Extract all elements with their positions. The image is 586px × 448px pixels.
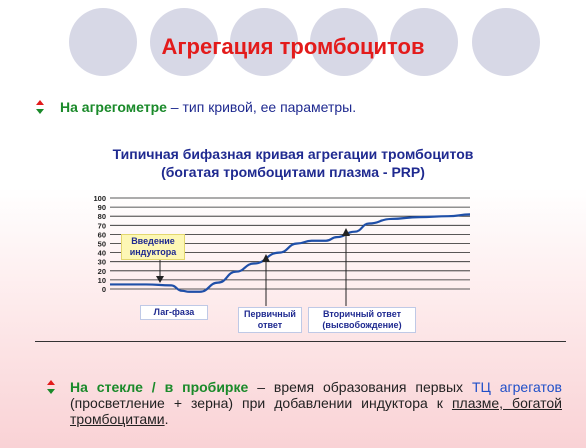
aggregation-curve [109,213,471,293]
chart-title: Типичная бифазная кривая агрегации тромб… [0,145,586,181]
decor-circle-2 [150,8,218,76]
in-vitro-part1: – время образования первых [248,379,472,395]
separator-line [35,341,566,342]
chart-title-line1: Типичная бифазная кривая агрегации тромб… [112,146,474,162]
y-tick-80: 80 [98,212,106,221]
decor-circle-5 [390,8,458,76]
agregometer-rest: тип кривой, ее параметры. [182,99,357,115]
in-vitro-paragraph: На стекле / в пробирке – время образован… [70,379,562,427]
annotation-arrows [156,228,350,306]
inductor-arrowhead [156,276,164,283]
decor-circle-4 [310,8,378,76]
y-tick-100: 100 [93,194,106,203]
in-vitro-part2: (просветление + зерна) при добавлении ин… [70,395,452,411]
y-tick-30: 30 [98,258,106,267]
decor-circle-6 [472,8,540,76]
y-tick-20: 20 [98,267,106,276]
secondary-response-label: Вторичный ответ (высвобождение) [308,307,416,333]
y-tick-70: 70 [98,221,106,230]
bullet-arrows-icon [36,100,44,114]
decor-circle-3 [230,8,298,76]
bullet-arrows-icon-2 [47,380,55,394]
primary-arrowhead [262,254,270,262]
primary-response-label: Первичный ответ [238,307,302,333]
lag-phase-label: Лаг-фаза [140,305,208,320]
prp-underlined: плазме, богатой тромбоцитами [70,395,562,427]
in-vitro-lead: На стекле / в пробирке [70,379,249,395]
in-vitro-end: . [164,411,169,427]
y-tick-10: 10 [98,276,106,285]
decor-circle-1 [69,8,137,76]
slide-title: Агрегация тромбоцитов [161,34,425,59]
tc-aggregates: ТЦ агрегатов [471,379,562,395]
chart-grid [110,197,470,290]
y-tick-50: 50 [98,240,106,249]
y-tick-60: 60 [98,230,106,239]
agregometer-line: На агрегометре – тип кривой, ее параметр… [60,99,356,115]
y-tick-90: 90 [98,203,106,212]
agregometer-lead: На агрегометре [60,99,167,115]
inductor-label: Введение индуктора [121,234,185,260]
agregometer-dash: – [166,99,183,115]
secondary-arrowhead [342,228,350,236]
y-tick-40: 40 [98,249,106,258]
y-tick-0: 0 [102,285,106,294]
chart-title-line2: (богатая тромбоцитами плазма - PRP) [161,164,425,180]
